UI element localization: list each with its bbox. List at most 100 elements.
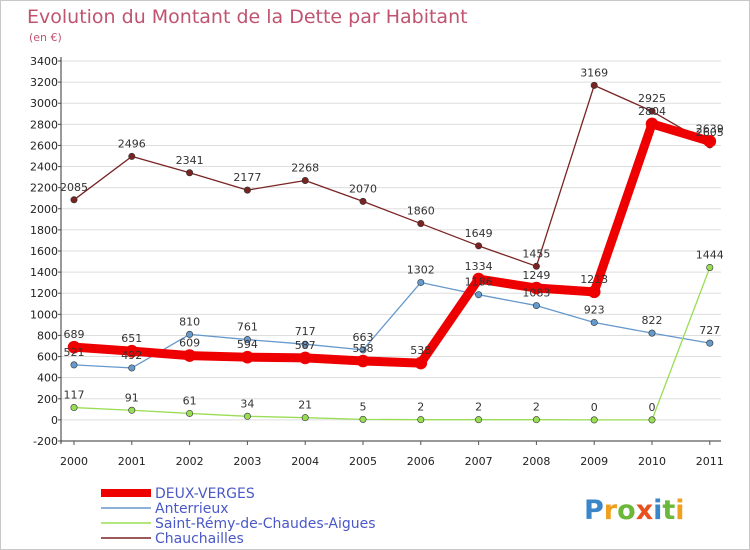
y-tick-labels: -200 0 200 400 600 800 1000 1200 1400 1600 1800 200… (30, 55, 58, 448)
data-label: 1860 (407, 205, 435, 218)
data-label: 1249 (522, 269, 550, 282)
y-tick-label: 200 (37, 393, 58, 406)
data-label: 822 (642, 314, 663, 327)
data-point (243, 336, 251, 344)
data-point (475, 291, 483, 299)
data-point (648, 329, 656, 337)
data-point (472, 272, 485, 286)
data-label: 558 (353, 342, 374, 355)
data-label: 689 (64, 328, 85, 341)
data-point (186, 169, 194, 177)
y-tick-label: 0 (51, 414, 58, 427)
x-tick-label: 2003 (233, 455, 261, 468)
y-tick-label: 1400 (30, 266, 58, 279)
y-tick-label: 1000 (30, 308, 58, 321)
data-point (67, 340, 81, 354)
data-label: 2177 (233, 171, 261, 184)
logo-letter: r (604, 495, 618, 526)
data-point (243, 186, 251, 194)
x-tick-label: 2002 (176, 455, 204, 468)
data-point (359, 346, 367, 354)
x-tick-label: 2001 (118, 455, 146, 468)
data-label: 2085 (60, 181, 88, 194)
data-point (703, 135, 717, 148)
y-tick-label: 2800 (30, 118, 58, 131)
y-tick-label: 3400 (30, 55, 58, 68)
data-point (70, 404, 78, 412)
data-label: 2639 (696, 122, 724, 135)
data-labels: 689 651 609 594 587 558 538 1334 1249 1213 2804 263… (60, 66, 724, 414)
data-point (128, 152, 136, 160)
data-point (532, 302, 540, 310)
legend-label: DEUX-VERGES (155, 486, 255, 502)
data-point (532, 262, 540, 270)
x-tick-label: 2008 (522, 455, 550, 468)
data-label: 663 (353, 331, 374, 344)
data-label: 117 (64, 389, 85, 402)
data-label: 923 (584, 303, 605, 316)
y-tick-label: 400 (37, 372, 58, 385)
chart-subtitle: (en €) (29, 31, 62, 44)
axes (58, 57, 721, 445)
data-point (128, 406, 136, 414)
data-point (359, 197, 367, 205)
logo-letter: P (584, 495, 604, 526)
data-point (475, 416, 483, 424)
x-tick-labels: 2000 2001 2002 2003 2004 2005 2006 2007 2008 2009… (60, 455, 724, 468)
data-label: 3169 (580, 66, 608, 79)
y-tick-label: 3200 (30, 76, 58, 89)
data-label: 2 (475, 401, 482, 414)
data-label: 2268 (291, 161, 319, 174)
data-point (590, 318, 598, 326)
data-label: 2804 (638, 105, 666, 118)
x-tick-label: 2005 (349, 455, 377, 468)
legend-label: Anterrieux (155, 501, 228, 517)
data-label: 492 (121, 349, 142, 362)
logo-letter: x (636, 495, 653, 526)
data-point (475, 242, 483, 250)
data-label: 1649 (465, 227, 493, 240)
data-label: 609 (179, 337, 200, 350)
data-label: 587 (295, 339, 316, 352)
data-point (70, 196, 78, 204)
data-point (706, 339, 714, 347)
data-label: 1455 (522, 247, 550, 260)
data-label: 761 (237, 321, 258, 334)
logo-letter: i (653, 495, 662, 526)
data-label: 21 (298, 399, 312, 412)
proxiti-logo: Proxiti (584, 495, 685, 526)
logo-letter: i (675, 495, 684, 526)
data-point (70, 361, 78, 369)
data-point (301, 340, 309, 348)
series-lines (67, 81, 717, 424)
data-label: 651 (121, 332, 142, 345)
data-label: 1213 (580, 273, 608, 286)
data-label: 1334 (465, 260, 493, 273)
data-label: 538 (410, 344, 431, 357)
y-tick-label: 800 (37, 329, 58, 342)
y-tick-label: 600 (37, 351, 58, 364)
data-label: 2070 (349, 182, 377, 195)
data-label: 1444 (696, 248, 724, 261)
y-tick-label: -200 (33, 435, 58, 448)
data-point (706, 263, 714, 271)
x-tick-label: 2000 (60, 455, 88, 468)
data-point (243, 412, 251, 420)
series-line-3 (73, 84, 711, 267)
series-line-1 (73, 281, 711, 369)
y-tick-label: 3000 (30, 97, 58, 110)
data-point (186, 330, 194, 338)
x-tick-label: 2007 (465, 455, 493, 468)
data-point (417, 220, 425, 228)
data-label: 727 (699, 324, 720, 337)
data-label: 91 (125, 391, 139, 404)
data-point (532, 416, 540, 424)
data-point (648, 107, 656, 115)
data-point (530, 281, 543, 295)
data-label: 2496 (118, 137, 146, 150)
data-point (241, 350, 254, 364)
data-label: 717 (295, 325, 316, 338)
legend-label: Chauchailles (155, 531, 244, 547)
y-tick-label: 2600 (30, 139, 58, 152)
y-tick-label: 2200 (30, 182, 58, 195)
